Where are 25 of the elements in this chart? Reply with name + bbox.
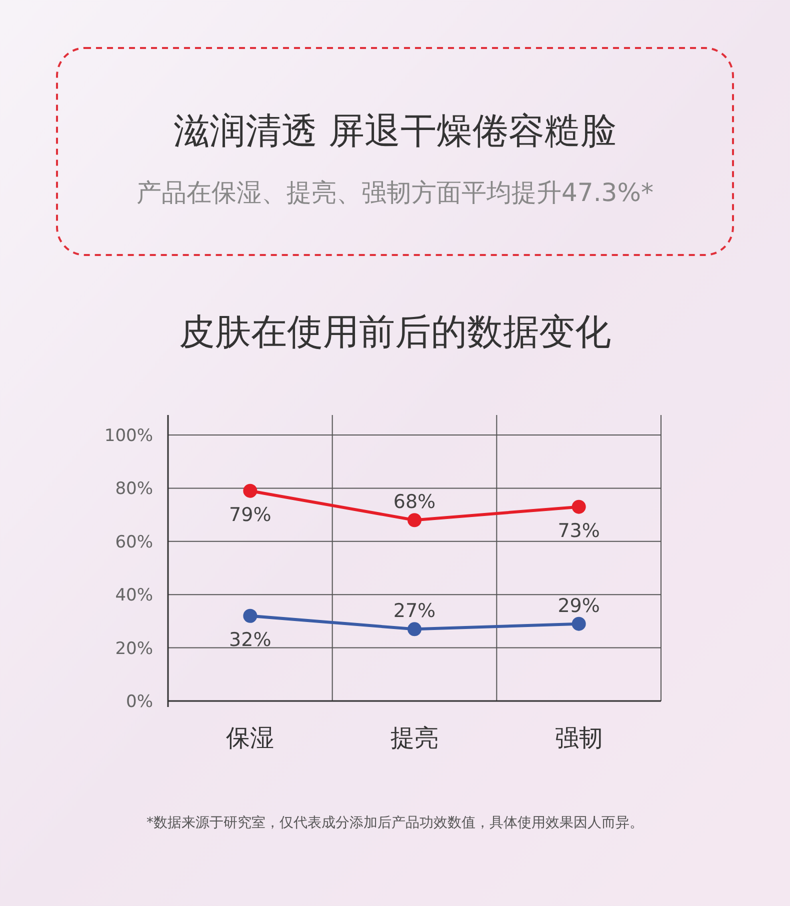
data-label: 68% <box>393 491 436 514</box>
point <box>408 622 422 636</box>
point <box>572 500 586 514</box>
text: 产品在保湿、提亮、强韧方面平均提升47.3%* <box>136 178 654 207</box>
data-label: 73% <box>558 520 600 542</box>
x-tick-label: 强韧 <box>554 724 603 752</box>
data-label: 29% <box>558 594 600 617</box>
data-label: 79% <box>229 504 272 526</box>
y-tick-label: 100% <box>104 426 153 446</box>
text: *数据来源于研究室，仅代表成分添加后产品功效数值，具体使用效果因人而异。 <box>146 815 644 831</box>
point <box>572 616 586 631</box>
x-tick-label: 保湿 <box>226 724 274 752</box>
text: 滋润清透 屏退干燥倦容糙脸 <box>173 111 617 152</box>
point <box>243 608 258 623</box>
x-tick-label: 提亮 <box>390 724 438 752</box>
y-tick-label: 0% <box>126 692 153 712</box>
y-tick-label: 40% <box>115 586 153 606</box>
y-tick-label: 60% <box>115 532 153 552</box>
data-label: 27% <box>393 600 436 622</box>
y-tick-label: 80% <box>115 479 153 500</box>
point <box>243 484 258 498</box>
chart-title: 皮肤在使用前后的数据变化 <box>179 312 611 353</box>
data-label: 32% <box>229 628 272 651</box>
y-tick-label: 20% <box>115 638 153 659</box>
point <box>408 513 422 528</box>
